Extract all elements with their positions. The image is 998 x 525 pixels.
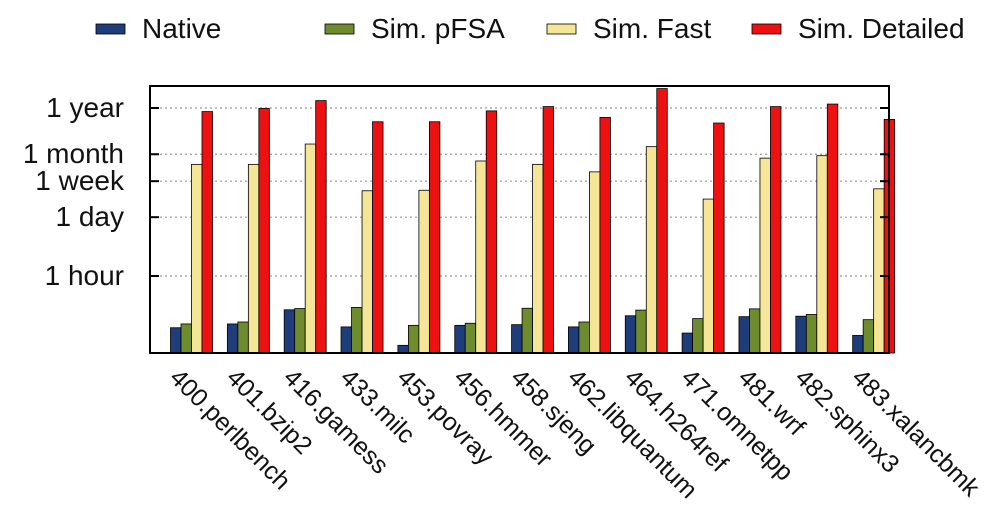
plot-frame bbox=[149, 85, 890, 354]
bar-sim-pfsa-482.sphinx3 bbox=[805, 314, 818, 354]
bar-sim-fast-483.xalancbmk bbox=[873, 188, 885, 354]
legend-label: Sim. Fast bbox=[593, 13, 711, 44]
legend-swatch bbox=[546, 23, 577, 35]
bar-sim-detailed-458.sjeng bbox=[542, 106, 554, 354]
bar-sim-detailed-456.hmmer bbox=[485, 110, 498, 354]
bar-native-433.milc bbox=[340, 326, 352, 354]
bar-group-400.perlbench bbox=[170, 111, 213, 354]
bar-sim-fast-456.hmmer bbox=[475, 160, 487, 354]
bar-sim-pfsa-462.libquantum bbox=[578, 321, 590, 354]
bar-sim-pfsa-481.wrf bbox=[749, 308, 761, 354]
bar-group-471.omnetpp bbox=[681, 122, 725, 354]
bar-native-482.sphinx3 bbox=[795, 315, 807, 354]
bar-sim-pfsa-433.milc bbox=[351, 306, 363, 354]
bar-group-481.wrf bbox=[738, 106, 782, 354]
y-tick-label: 1 day bbox=[56, 201, 125, 232]
bar-sim-pfsa-456.hmmer bbox=[464, 322, 477, 354]
bar-sim-pfsa-483.xalancbmk bbox=[862, 319, 875, 354]
bar-group-462.libquantum bbox=[568, 116, 611, 354]
bar-group-453.povray bbox=[397, 121, 441, 354]
bar-sim-fast-416.gamess bbox=[304, 143, 317, 354]
bar-sim-pfsa-471.omnetpp bbox=[692, 318, 704, 354]
bar-sim-fast-401.bzip2 bbox=[247, 163, 260, 354]
bars bbox=[170, 88, 896, 354]
bar-sim-pfsa-400.perlbench bbox=[180, 323, 192, 354]
bar-sim-detailed-416.gamess bbox=[315, 100, 327, 354]
bar-native-464.h264ref bbox=[624, 315, 637, 354]
bar-sim-detailed-401.bzip2 bbox=[258, 107, 270, 354]
bar-sim-fast-482.sphinx3 bbox=[816, 155, 828, 354]
bar-group-464.h264ref bbox=[624, 88, 668, 354]
legend: Native Sim. pFSA Sim. Fast Sim. Detailed bbox=[95, 13, 965, 44]
bar-sim-detailed-400.perlbench bbox=[201, 111, 213, 354]
legend-label: Sim. pFSA bbox=[371, 13, 505, 44]
bar-sim-detailed-433.milc bbox=[372, 121, 384, 354]
bar-sim-detailed-482.sphinx3 bbox=[826, 103, 839, 354]
bar-sim-fast-453.povray bbox=[418, 189, 430, 354]
y-tick-label: 1 hour bbox=[45, 260, 124, 291]
legend-swatch bbox=[751, 23, 782, 35]
bar-sim-fast-433.milc bbox=[361, 190, 373, 354]
bar-native-400.perlbench bbox=[170, 327, 182, 354]
bar-sim-fast-464.h264ref bbox=[645, 146, 658, 354]
bar-group-433.milc bbox=[340, 121, 384, 354]
legend-swatch bbox=[324, 23, 355, 35]
bar-sim-fast-481.wrf bbox=[759, 157, 771, 354]
bar-group-482.sphinx3 bbox=[795, 103, 839, 354]
bar-sim-fast-462.libquantum bbox=[589, 171, 601, 354]
bar-native-471.omnetpp bbox=[681, 332, 694, 354]
legend-label: Native bbox=[142, 13, 221, 44]
bar-sim-fast-458.sjeng bbox=[532, 163, 544, 354]
bar-native-481.wrf bbox=[738, 316, 750, 354]
bar-sim-fast-471.omnetpp bbox=[702, 198, 715, 354]
legend-swatch bbox=[95, 23, 126, 35]
bar-native-462.libquantum bbox=[568, 326, 580, 354]
bar-sim-pfsa-416.gamess bbox=[294, 308, 306, 354]
bar-native-458.sjeng bbox=[511, 324, 523, 354]
y-tick-label: 1 year bbox=[46, 92, 124, 123]
bar-sim-pfsa-458.sjeng bbox=[521, 307, 533, 354]
y-tick-label: 1 month bbox=[23, 138, 124, 169]
bar-native-456.hmmer bbox=[454, 324, 466, 354]
bar-sim-detailed-464.h264ref bbox=[656, 88, 668, 354]
bar-sim-pfsa-464.h264ref bbox=[635, 309, 647, 354]
bar-group-458.sjeng bbox=[511, 106, 554, 354]
bar-native-483.xalancbmk bbox=[852, 335, 864, 354]
bar-sim-detailed-481.wrf bbox=[770, 106, 782, 354]
bar-group-416.gamess bbox=[283, 100, 327, 354]
legend-label: Sim. Detailed bbox=[798, 13, 965, 44]
bar-sim-pfsa-401.bzip2 bbox=[237, 321, 249, 354]
bar-native-453.povray bbox=[397, 344, 409, 354]
bar-sim-detailed-453.povray bbox=[428, 121, 441, 354]
bar-group-401.bzip2 bbox=[226, 107, 270, 354]
bar-sim-detailed-462.libquantum bbox=[599, 116, 611, 354]
bar-native-401.bzip2 bbox=[226, 323, 239, 354]
y-tick-label: 1 week bbox=[35, 165, 125, 196]
bar-group-456.hmmer bbox=[454, 110, 498, 354]
bar-sim-detailed-471.omnetpp bbox=[713, 122, 725, 354]
bar-sim-fast-400.perlbench bbox=[191, 163, 203, 354]
bar-native-416.gamess bbox=[283, 309, 296, 354]
bar-sim-pfsa-453.povray bbox=[407, 324, 420, 354]
x-axis: 400.perlbench401.bzip2416.gamess433.milc… bbox=[164, 363, 985, 504]
